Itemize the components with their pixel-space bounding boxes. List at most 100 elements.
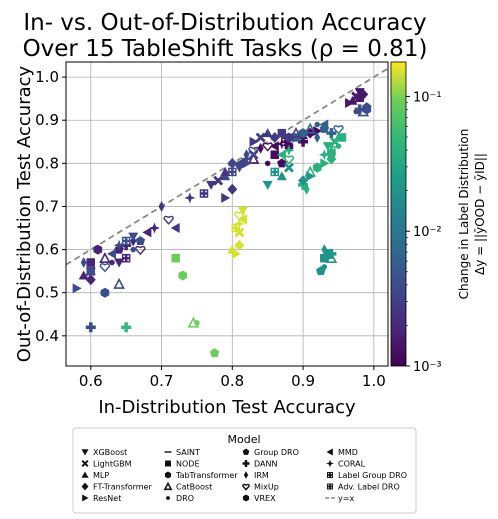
data-point <box>262 128 273 138</box>
legend-label: IRM <box>254 471 269 480</box>
marker-dot <box>330 487 333 489</box>
marker-dot <box>233 173 236 175</box>
legend-marker <box>242 448 250 455</box>
data-point <box>304 122 316 134</box>
data-point <box>321 244 328 256</box>
data-point <box>325 251 338 263</box>
legend-marker <box>243 471 249 479</box>
legend-marker <box>327 472 333 478</box>
data-point <box>237 214 247 225</box>
legend-marker <box>81 471 89 478</box>
marker-dot <box>233 169 236 171</box>
legend-title: Model <box>227 433 260 446</box>
data-point <box>85 274 96 286</box>
marker-dot <box>327 487 330 489</box>
data-point <box>318 149 330 161</box>
data-point <box>314 131 321 143</box>
y-tick-label: 0.7 <box>35 197 59 215</box>
marker-dot <box>271 169 274 171</box>
data-point <box>316 266 326 276</box>
legend: Model XGBoost LightGBM MLP FT-Transformer Re… <box>72 427 417 514</box>
plot-frame <box>65 61 389 367</box>
data-point <box>298 128 308 139</box>
legend-marker <box>327 483 333 490</box>
data-point <box>276 149 286 160</box>
legend-label: Label Group DRO <box>338 471 407 480</box>
data-point <box>194 320 200 326</box>
data-point <box>209 348 220 358</box>
data-point <box>184 192 196 204</box>
data-point <box>234 227 245 238</box>
legend-marker <box>242 483 250 491</box>
data-point <box>283 144 295 156</box>
data-point <box>228 167 237 177</box>
marker-dot <box>232 225 235 227</box>
data-point <box>233 218 245 230</box>
legend-label: SAINT <box>176 448 200 457</box>
marker-dot <box>123 255 126 258</box>
data-point <box>319 119 329 130</box>
x-tick-label: 0.8 <box>220 372 244 390</box>
y-tick-label: 0.5 <box>35 284 59 302</box>
marker-dot <box>275 169 278 171</box>
data-point <box>227 157 238 169</box>
data-point <box>100 287 110 298</box>
data-point <box>121 240 132 251</box>
data-point <box>277 128 287 138</box>
data-point <box>270 167 280 177</box>
data-point <box>326 128 337 139</box>
data-point <box>270 150 280 159</box>
y-equals-x-line <box>65 67 389 266</box>
data-point <box>121 253 131 263</box>
y-axis-ticks: 0.4 0.5 0.6 0.7 0.8 0.9 1.0 <box>35 68 66 345</box>
legend-label: Group DRO <box>254 448 299 457</box>
data-point <box>158 200 165 212</box>
data-point <box>249 136 259 147</box>
colorbar <box>390 61 407 367</box>
data-point <box>99 251 111 263</box>
data-point <box>148 222 160 234</box>
legend-label: TabTransformer <box>175 471 238 480</box>
x-axis-label: In-Distribution Test Accuracy <box>98 397 356 418</box>
marker-dot <box>330 472 333 475</box>
data-point <box>240 153 252 165</box>
legend-label: LightGBM <box>93 460 132 469</box>
data-point <box>121 322 132 333</box>
legend-label: CatBoost <box>176 483 212 492</box>
legend-marker <box>163 481 173 491</box>
data-point <box>306 171 316 182</box>
data-point <box>178 270 188 281</box>
legend-marker <box>166 496 170 500</box>
legend-label: VREX <box>254 494 276 503</box>
data-point <box>80 257 87 269</box>
legend-marker <box>81 482 89 491</box>
legend-label: MMD <box>338 448 358 457</box>
data-point <box>284 132 294 143</box>
data-point <box>171 253 180 263</box>
data-point <box>109 259 115 266</box>
grid-lines <box>66 62 388 366</box>
marker-dot <box>327 472 330 475</box>
marker-dot <box>229 173 232 175</box>
marker-dot <box>282 138 285 141</box>
data-point <box>326 248 337 259</box>
data-points <box>72 88 372 358</box>
marker-dot <box>282 142 285 145</box>
data-point <box>298 136 309 147</box>
marker-body <box>270 167 280 177</box>
data-point <box>72 283 82 294</box>
marker-dot <box>127 255 130 258</box>
colorbar-label-line-2: Δy = ||ȳOOD − ȳID|| <box>473 153 487 275</box>
data-point <box>227 183 238 195</box>
colorbar-tick-label: 10⁻³ <box>413 360 442 375</box>
x-tick-label: 0.7 <box>150 372 174 390</box>
legend-label: MLP <box>93 471 109 480</box>
legend-marker <box>242 460 250 467</box>
data-point <box>78 270 89 280</box>
marker-body <box>199 189 209 198</box>
legend-label: MixUp <box>254 483 279 492</box>
marker-dot <box>229 169 232 171</box>
data-point <box>99 263 111 273</box>
data-point <box>262 142 273 152</box>
y-tick-label: 0.9 <box>35 111 59 129</box>
